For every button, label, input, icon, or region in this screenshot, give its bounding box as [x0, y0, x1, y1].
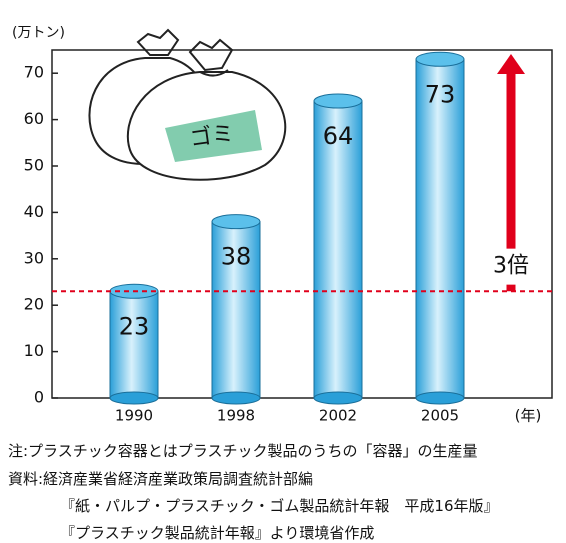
- x-tick-label: 1998: [217, 407, 255, 425]
- bar-base: [416, 392, 464, 404]
- y-tick-label: 60: [24, 109, 44, 128]
- bar-base: [212, 392, 260, 404]
- note: 『紙・パルプ・プラスチック・ゴム製品統計年報 平成16年版』: [60, 495, 499, 516]
- y-tick-label: 10: [24, 341, 44, 360]
- x-tick-label: 1990: [115, 407, 153, 425]
- arrow-head: [497, 54, 525, 74]
- x-tick-label: 2005: [421, 407, 459, 425]
- y-tick-label: 70: [24, 63, 44, 82]
- note: 『プラスチック製品統計年報』より環境省作成: [60, 522, 374, 543]
- x-tick-label: 2002: [319, 407, 357, 425]
- value-label: 64: [323, 122, 354, 150]
- bar-top: [314, 94, 362, 108]
- page: {"chart_data": {"type": "bar", "y_unit":…: [0, 0, 566, 541]
- note: 資料:経済産業省経済産業政策局調査統計部編: [8, 468, 313, 489]
- note: 注:プラスチック容器とはプラスチック製品のうちの「容器」の生産量: [8, 440, 477, 461]
- y-tick-label: 50: [24, 156, 44, 175]
- value-label: 23: [119, 312, 150, 340]
- bar-body: [416, 59, 464, 398]
- y-tick-label: 30: [24, 248, 44, 267]
- bar-base: [110, 392, 158, 404]
- bar-top: [416, 52, 464, 66]
- x-unit: (年): [515, 407, 542, 425]
- y-tick-label: 20: [24, 295, 44, 314]
- y-unit: (万トン): [12, 25, 65, 41]
- chart: (万トン) (年) ゴミ 0 10 20 30 40 50 60 70 1990 23 1998 38…: [0, 0, 566, 441]
- bar-top: [212, 215, 260, 229]
- y-tick-label: 40: [24, 202, 44, 221]
- value-label: 73: [425, 80, 456, 108]
- bar-base: [314, 392, 362, 404]
- arrow-label: 3倍: [493, 254, 529, 279]
- illustration: ゴミ: [89, 30, 285, 180]
- value-label: 38: [221, 243, 252, 271]
- bar-body: [110, 291, 158, 398]
- y-tick-label: 0: [34, 388, 44, 407]
- bar: [110, 284, 158, 404]
